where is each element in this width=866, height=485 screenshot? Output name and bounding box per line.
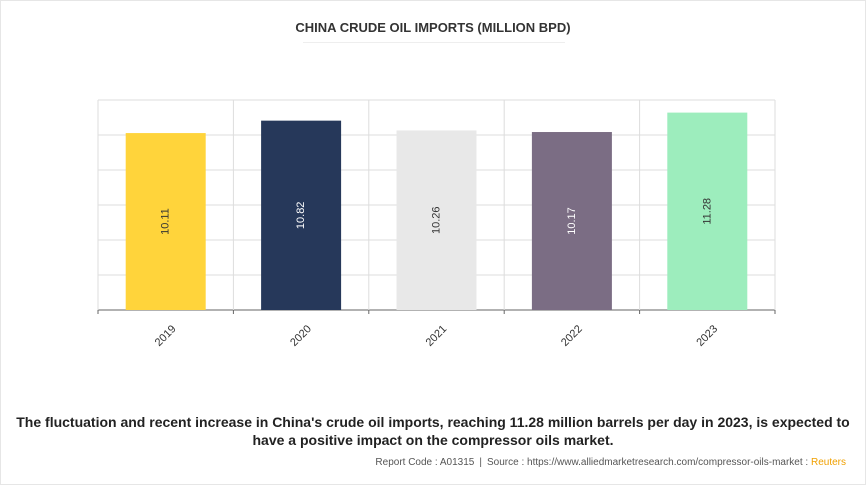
x-tick-label: 2023 <box>694 323 720 349</box>
x-tick-label: 2020 <box>288 323 314 349</box>
bar-value-label: 10.26 <box>431 206 443 234</box>
chart-value-labels: 10.11 10.82 10.26 10.17 11.28 <box>160 198 714 235</box>
bar-value-label: 11.28 <box>701 198 713 225</box>
chart-x-ticks: 2019 2020 2021 2022 2023 <box>153 323 720 349</box>
x-tick-label: 2021 <box>424 323 450 349</box>
chart-grid <box>97 99 776 314</box>
chart-bars <box>125 112 748 311</box>
chart-caption: The fluctuation and recent increase in C… <box>16 414 850 448</box>
bar-value-label: 10.11 <box>160 208 172 235</box>
source-name: Reuters <box>810 457 846 468</box>
x-tick-label: 2019 <box>153 323 179 349</box>
bar-chart: 10.11 10.82 10.26 10.17 11.28 2019 2020 2021 20… <box>97 99 776 349</box>
bar-2019[interactable] <box>125 133 206 310</box>
bar-2020[interactable] <box>261 120 342 311</box>
chart-title: CHINA CRUDE OIL IMPORTS (MILLION BPD) <box>295 20 571 35</box>
x-tick-label: 2022 <box>559 323 585 349</box>
source-text: Source : https://www.alliedmarketresearc… <box>486 457 809 468</box>
footer-separator: | <box>479 457 482 468</box>
bar-value-label: 10.82 <box>295 202 307 230</box>
bar-2023[interactable] <box>667 112 748 310</box>
footer: Report Code : A01315 | Source : https://ww… <box>375 457 846 468</box>
bar-2021[interactable] <box>396 130 477 310</box>
bar-2022[interactable] <box>531 132 612 310</box>
title-underline <box>303 42 565 43</box>
bar-value-label: 10.17 <box>566 207 578 235</box>
report-code: Report Code : A01315 <box>375 457 475 468</box>
